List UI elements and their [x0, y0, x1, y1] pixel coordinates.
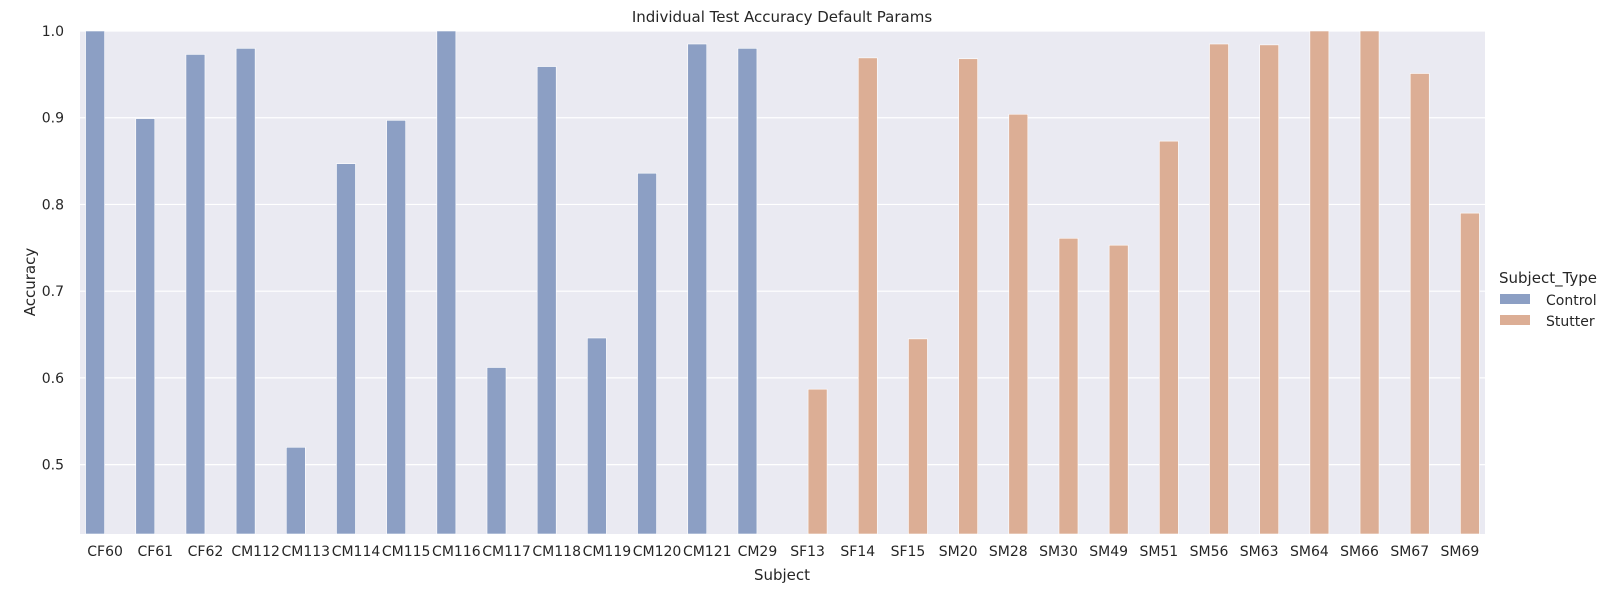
x-tick-label: SM20 [939, 544, 978, 560]
bar-control-cm116 [436, 30, 457, 535]
y-tick-label: 0.8 [42, 197, 64, 213]
plot-background [80, 31, 1485, 534]
x-tick-label: SF13 [790, 544, 825, 560]
bar-stutter-sf15 [908, 338, 928, 535]
x-tick-label: CF62 [188, 544, 224, 560]
x-tick-label: SM51 [1139, 544, 1178, 560]
legend-label-control: Control [1546, 293, 1597, 309]
x-tick-label: SM63 [1240, 544, 1279, 560]
bar-stutter-sm63 [1259, 44, 1279, 535]
bar-stutter-sm69 [1460, 212, 1480, 535]
x-tick-label: CF61 [137, 544, 173, 560]
bars-group [85, 30, 1480, 535]
x-tick-label: CM120 [633, 544, 682, 560]
x-tick-label: CM115 [382, 544, 431, 560]
y-tick-label: 0.7 [42, 284, 64, 300]
x-tick-label: CM116 [432, 544, 481, 560]
x-tick-label: CM121 [683, 544, 732, 560]
x-axis-label: Subject [754, 566, 810, 584]
chart-title: Individual Test Accuracy Default Params [632, 8, 932, 26]
bar-stutter-sm67 [1409, 73, 1430, 535]
y-axis-label: Accuracy [21, 248, 39, 317]
bar-stutter-sm49 [1108, 244, 1129, 535]
bar-stutter-sf13 [807, 388, 828, 535]
x-tick-label: SM67 [1390, 544, 1429, 560]
bar-control-cf60 [85, 30, 105, 535]
bar-control-cm120 [637, 172, 657, 535]
bar-control-cm121 [687, 43, 708, 535]
x-tick-label: CM29 [738, 544, 778, 560]
bar-control-cm119 [587, 337, 607, 535]
bar-control-cm114 [336, 163, 356, 535]
x-tick-label: SM56 [1190, 544, 1229, 560]
bar-stutter-sm64 [1309, 30, 1330, 535]
grid-lines [80, 30, 1485, 466]
x-tick-label: CM118 [532, 544, 581, 560]
x-tick-label: SM66 [1340, 544, 1379, 560]
bar-control-cm112 [235, 48, 256, 535]
y-tick-label: 0.5 [42, 458, 64, 474]
bar-stutter-sm51 [1159, 140, 1179, 535]
bar-stutter-sm66 [1359, 30, 1380, 535]
x-axis-ticks: CF60 CF61 CF62 CM112 CM113 CM114 CM115 CM116 CM1… [87, 544, 1479, 560]
bar-control-cm115 [386, 120, 406, 535]
x-tick-label: CM119 [583, 544, 632, 560]
y-tick-label: 0.6 [42, 371, 64, 387]
legend-title: Subject_Type [1499, 269, 1597, 288]
x-tick-label: SF14 [840, 544, 875, 560]
legend-swatch-stutter [1500, 315, 1530, 325]
x-tick-label: CM114 [332, 544, 381, 560]
x-tick-label: CF60 [87, 544, 123, 560]
bar-control-cm113 [286, 446, 306, 535]
bar-stutter-sm28 [1008, 113, 1029, 535]
bar-control-cf61 [135, 118, 156, 535]
bar-stutter-sf14 [857, 57, 878, 535]
legend-swatch-control [1500, 294, 1530, 304]
x-tick-label: SM69 [1441, 544, 1480, 560]
bar-control-cf62 [185, 54, 206, 535]
x-tick-label: SM30 [1039, 544, 1078, 560]
x-tick-label: SM49 [1089, 544, 1128, 560]
x-tick-label: CM117 [482, 544, 531, 560]
legend: Subject_Type Control Stutter [1499, 269, 1597, 330]
x-tick-label: SM64 [1290, 544, 1329, 560]
y-axis-ticks: 0.5 0.6 0.7 0.8 0.9 1.0 [42, 24, 64, 474]
legend-label-stutter: Stutter [1546, 314, 1595, 330]
x-tick-label: CM112 [231, 544, 280, 560]
y-tick-label: 1.0 [42, 24, 64, 40]
bar-control-cm118 [536, 66, 557, 535]
bar-stutter-sm30 [1058, 237, 1079, 535]
bar-control-cm117 [486, 367, 507, 535]
x-tick-label: SF15 [891, 544, 926, 560]
bar-control-cm29 [737, 48, 758, 535]
x-tick-label: CM113 [282, 544, 331, 560]
x-tick-label: SM28 [989, 544, 1028, 560]
y-tick-label: 0.9 [42, 111, 64, 127]
bar-stutter-sm20 [958, 58, 978, 535]
bar-stutter-sm56 [1209, 43, 1229, 535]
